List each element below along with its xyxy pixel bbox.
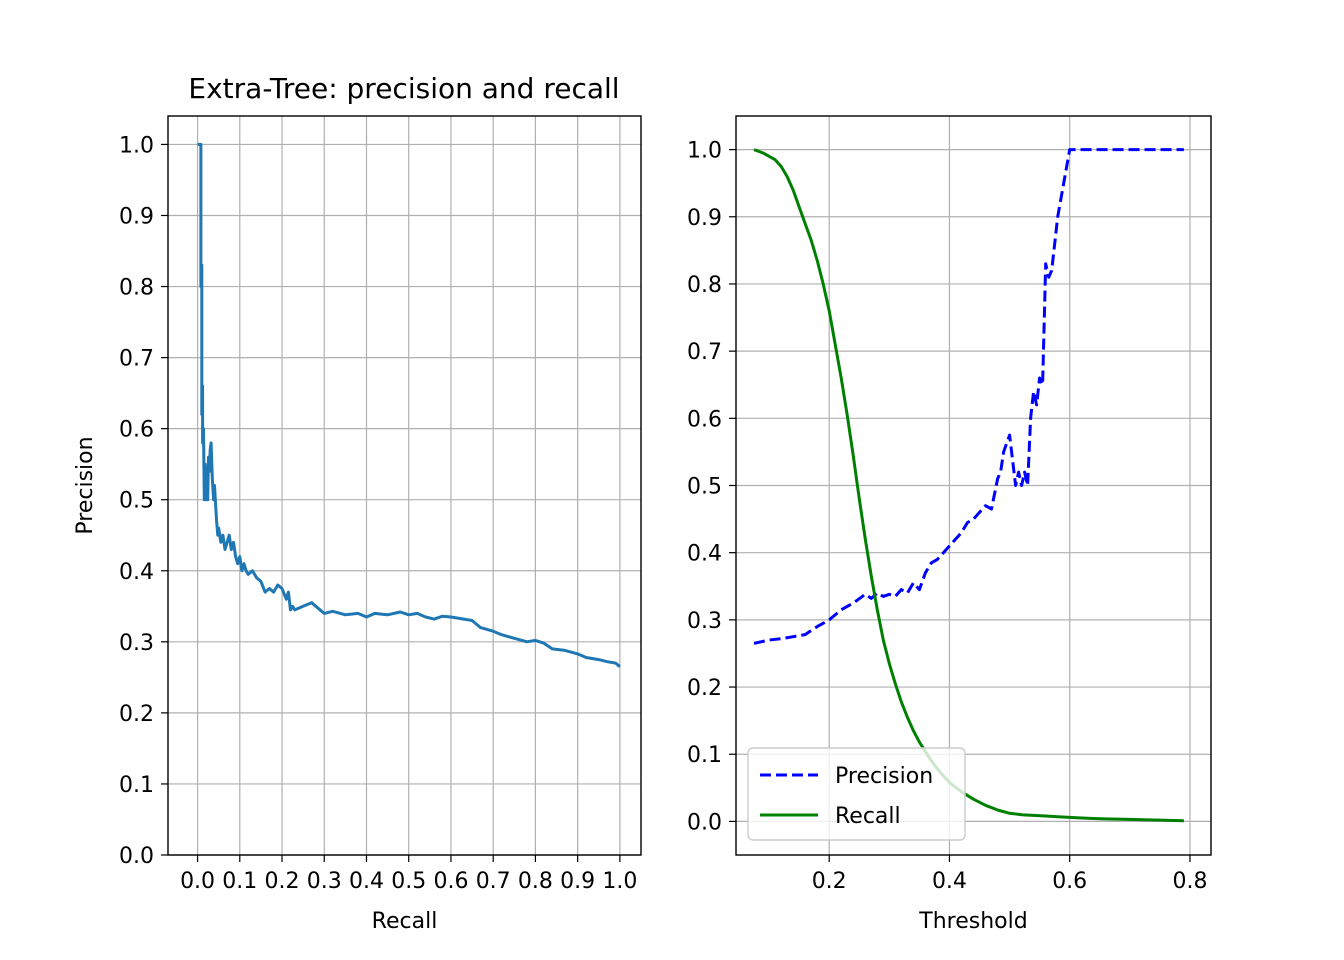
grid	[736, 116, 1211, 855]
x-tick-label: 0.7	[476, 869, 511, 894]
legend-box	[747, 747, 966, 841]
y-tick-label: 0.5	[119, 489, 154, 514]
x-tick-label: 0.4	[349, 869, 384, 894]
series-line-precision	[753, 148, 1184, 645]
y-tick-label: 0.0	[119, 844, 154, 869]
y-tick-label: 0.7	[119, 347, 154, 372]
y-axis-label: Precision	[73, 436, 98, 534]
y-tick-label: 0.0	[687, 810, 722, 835]
y-tick-label: 1.0	[119, 133, 154, 158]
x-axis-label: Threshold	[918, 909, 1027, 934]
plot-frame	[167, 115, 642, 856]
y-tick-label: 0.3	[687, 609, 722, 634]
y-tick-label: 0.4	[687, 542, 722, 567]
y-tick-label: 0.1	[687, 743, 722, 768]
y-tick-label: 0.2	[687, 676, 722, 701]
series-layer	[753, 148, 1184, 823]
x-tick-label: 0.0	[180, 869, 215, 894]
legend-recall-label: Recall	[835, 804, 901, 829]
grid	[168, 116, 641, 856]
y-tick-label: 0.9	[687, 206, 722, 231]
x-tick-label: 0.3	[307, 869, 342, 894]
y-tick-label: 0.1	[119, 773, 154, 798]
x-tick-label: 0.1	[222, 869, 257, 894]
chart-title: Extra-Tree: precision and recall	[188, 72, 619, 105]
y-tick-label: 1.0	[687, 139, 722, 164]
y-tick-label: 0.8	[119, 276, 154, 301]
x-tick-label: 0.2	[265, 869, 300, 894]
x-tick-label: 0.4	[932, 869, 967, 894]
y-tick-label: 0.4	[119, 560, 154, 585]
precision-recall-chart: 0.0 0.1 0.2 0.3 0.4 0.5 0.6 0.7 0.8 0.9 1.0 0.0 0.1 0…	[73, 72, 642, 934]
x-tick-label: 0.8	[1172, 869, 1207, 894]
tick-layer: 0.0 0.1 0.2 0.3 0.4 0.5 0.6 0.7 0.8 0.9 1.0 0.0 0.1 0…	[119, 133, 637, 894]
series-line	[197, 142, 621, 668]
x-tick-label: 0.9	[560, 869, 595, 894]
y-tick-label: 0.6	[687, 407, 722, 432]
y-tick-label: 0.7	[687, 340, 722, 365]
series-line-recall	[753, 148, 1184, 823]
x-tick-label: 0.2	[812, 869, 847, 894]
y-tick-label: 0.6	[119, 418, 154, 443]
y-tick-label: 0.8	[687, 273, 722, 298]
x-tick-label: 0.8	[518, 869, 553, 894]
y-tick-label: 0.2	[119, 702, 154, 727]
tick-layer: 0.2 0.4 0.6 0.8 0.0 0.1 0.2 0.3 0.4 0.5 0.6 0.7 0.8 0…	[687, 139, 1207, 894]
x-axis-label: Recall	[372, 909, 438, 934]
legend: Precision Recall	[747, 747, 966, 841]
legend-precision-label: Precision	[835, 764, 933, 789]
y-tick-label: 0.3	[119, 631, 154, 656]
series-layer	[197, 142, 621, 668]
y-tick-label: 0.5	[687, 475, 722, 500]
x-tick-label: 0.5	[391, 869, 426, 894]
threshold-chart: 0.2 0.4 0.6 0.8 0.0 0.1 0.2 0.3 0.4 0.5 0.6 0.7 0.8 0…	[687, 115, 1212, 934]
x-tick-label: 0.6	[1052, 869, 1087, 894]
x-tick-label: 0.6	[433, 869, 468, 894]
y-tick-label: 0.9	[119, 204, 154, 229]
x-tick-label: 1.0	[602, 869, 637, 894]
